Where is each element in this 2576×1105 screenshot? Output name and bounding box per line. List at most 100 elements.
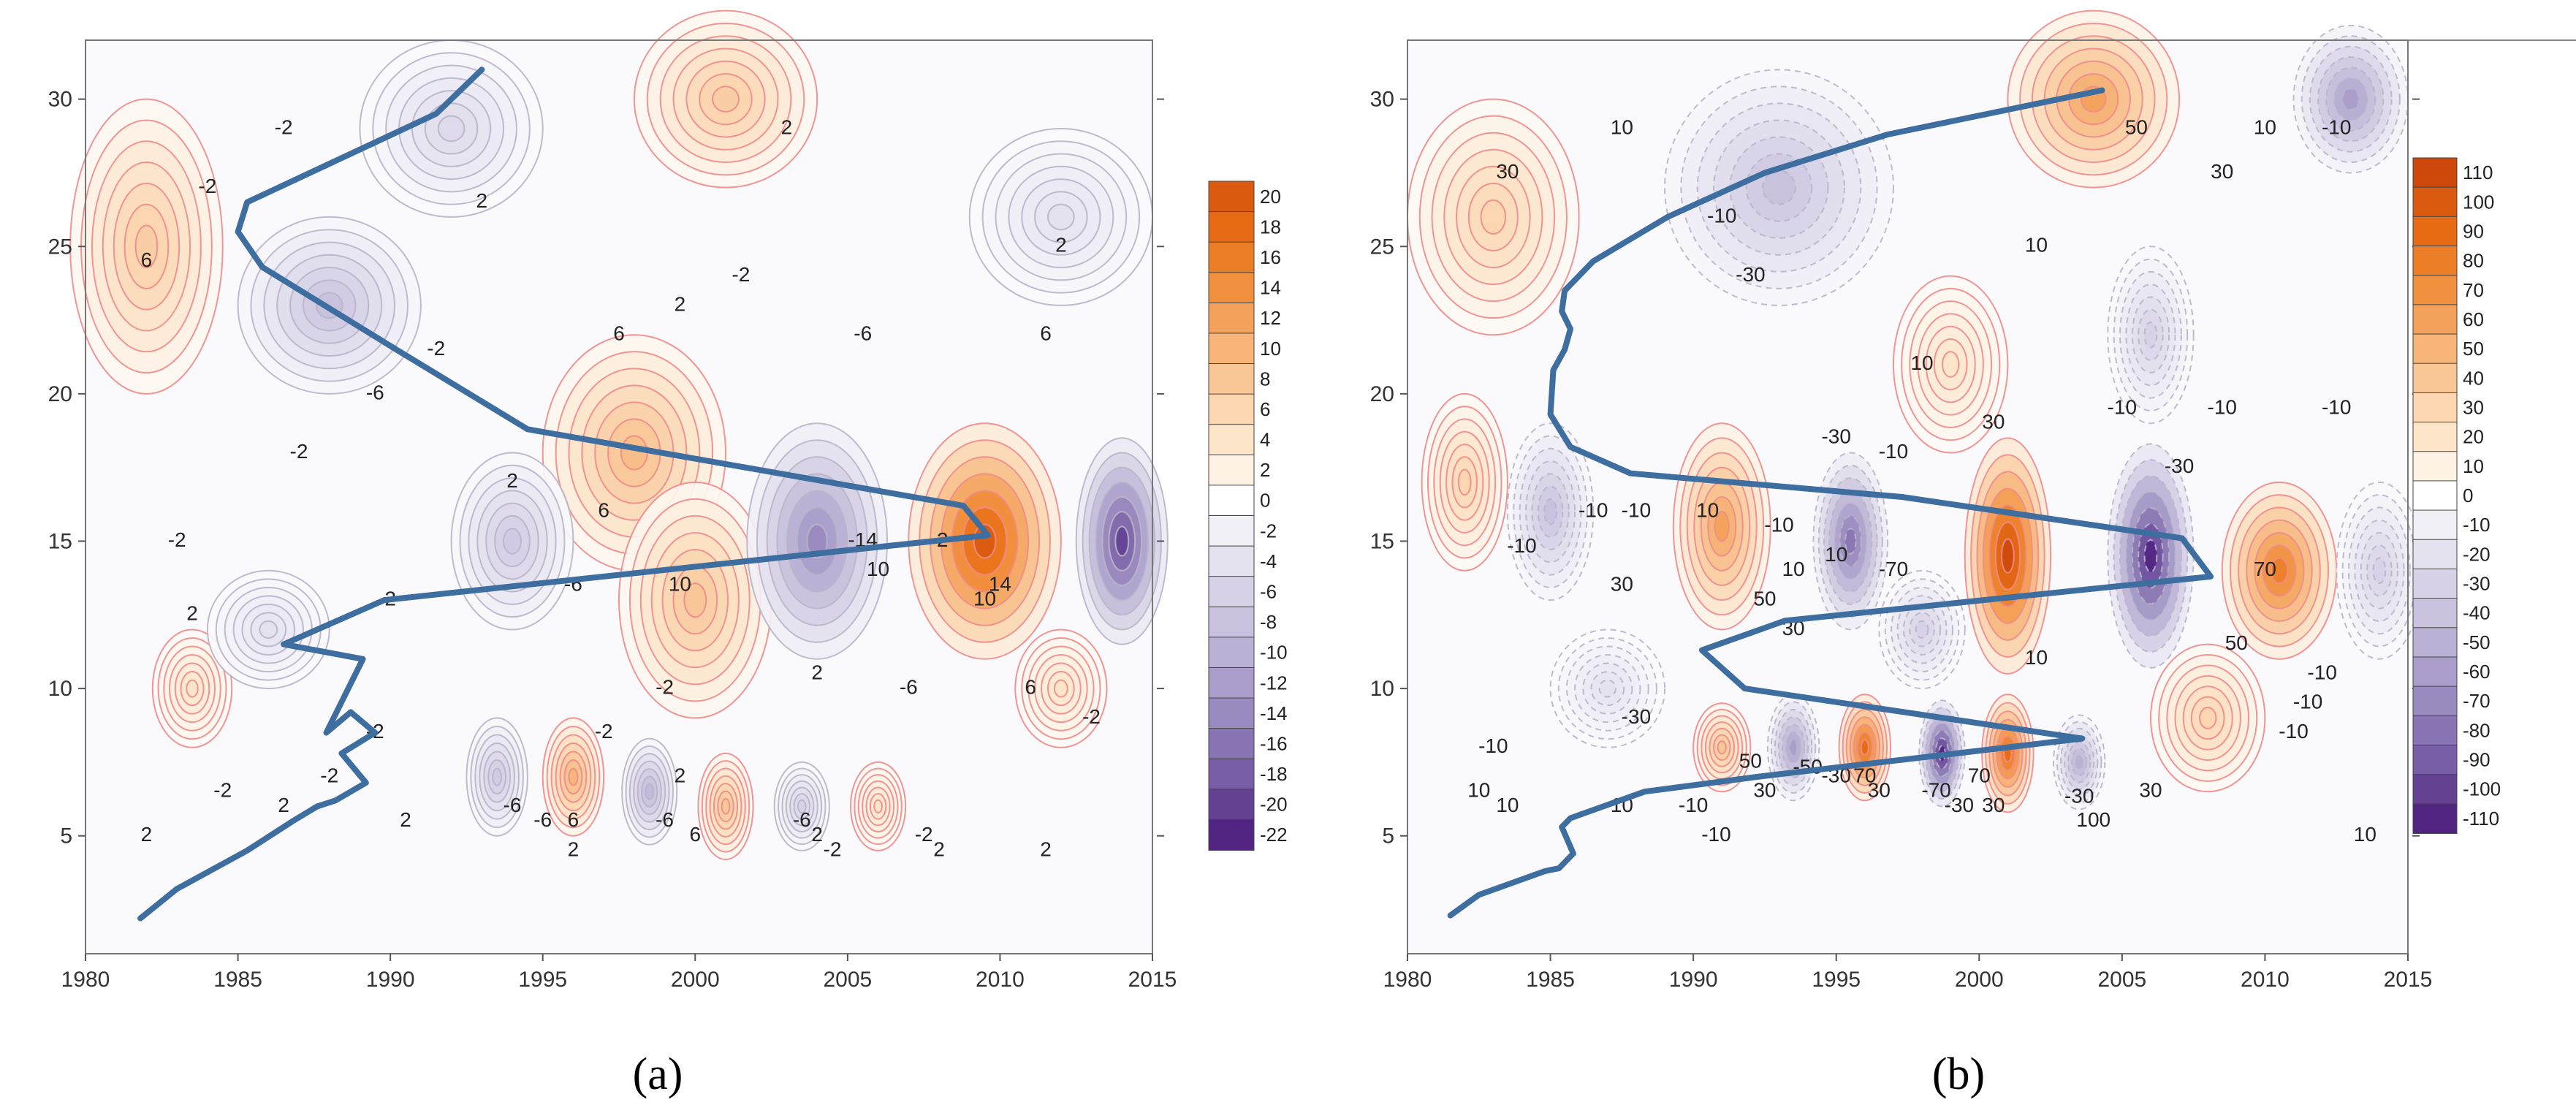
colorbar-label-20: -20 <box>1260 794 1288 816</box>
contour-blob-4-level-6 <box>683 582 707 618</box>
colorbar-swatch-5 <box>2412 304 2458 335</box>
contour-label-24: 10 <box>1825 543 1847 566</box>
colorbar-label-4: 70 <box>2463 279 2484 301</box>
contour-blob-18-level-6 <box>259 620 278 639</box>
contour-blob-7-level-6 <box>2001 538 2015 574</box>
contour-blob-20-level-6 <box>1598 679 1616 698</box>
colorbar-swatch-19 <box>1208 758 1255 790</box>
contour-blob-1-level-6 <box>437 115 466 143</box>
colorbar-label-11: -2 <box>1260 520 1277 542</box>
x-tick-label-1990: 1990 <box>366 968 415 992</box>
contour-label-12: 6 <box>1040 322 1052 345</box>
contour-label-25: 2 <box>186 602 198 625</box>
colorbar-swatch-21 <box>1208 819 1255 851</box>
plot-border <box>1407 39 2409 954</box>
contour-label-14: -30 <box>1821 425 1850 448</box>
x-tick-label-2015: 2015 <box>2384 968 2433 992</box>
contour-blob-12-level-6 <box>1789 739 1798 756</box>
contour-blob-17-level-6 <box>1717 740 1727 755</box>
contour-labels: 30 10 -10 -30 10 50 30 10 -10 10 30 -10 -10 -10 -30 -10… <box>1467 115 2376 846</box>
colorbar-label-15: -40 <box>2463 602 2490 624</box>
contour-label-37: 10 <box>1496 794 1519 816</box>
contour-label-0: 30 <box>1496 160 1519 183</box>
colorbar: 1101009080706050403020100-10-20-30-40-50… <box>2412 157 2501 834</box>
contour-label-9: 10 <box>1910 352 1933 374</box>
x-tick-label-2000: 2000 <box>1955 968 2004 992</box>
contour-blob-3-level-6 <box>620 435 648 471</box>
contour-label-10: 30 <box>1982 411 2005 433</box>
colorbar-swatch-5 <box>1208 333 1255 365</box>
contour-blob-16-level-6 <box>797 799 807 814</box>
colorbar-swatch-0 <box>2412 157 2458 189</box>
contour-blob-9-level-6 <box>2270 557 2289 585</box>
contour-label-20: 14 <box>989 572 1011 595</box>
contour-label-51: -30 <box>2064 785 2094 808</box>
colorbar-swatch-16 <box>2412 627 2458 658</box>
contour-blob-17-level-6 <box>873 799 883 814</box>
colorbar-label-18: -16 <box>1260 732 1288 754</box>
contour-label-28: 70 <box>2254 558 2276 580</box>
colorbar-swatch-6 <box>2412 333 2458 365</box>
contour-label-42: 30 <box>1753 779 1776 802</box>
contour-label-40: -6 <box>656 808 674 831</box>
contour-label-33: -2 <box>320 764 338 786</box>
colorbar-swatch-4 <box>2412 275 2458 305</box>
colorbar-swatch-14 <box>2412 568 2458 599</box>
colorbar-swatch-17 <box>1208 697 1255 729</box>
contour-label-0: -2 <box>198 175 216 197</box>
y-tick-label-20: 20 <box>48 382 72 406</box>
colorbar-label-6: 50 <box>2463 338 2484 360</box>
contour-label-5: 2 <box>1055 234 1067 257</box>
colorbar-swatch-7 <box>1208 393 1255 425</box>
contour-blob-1-level-6 <box>1762 170 1796 205</box>
colorbar-swatch-8 <box>1208 424 1255 456</box>
contour-label-37: -6 <box>504 794 522 816</box>
x-tick-label-1980: 1980 <box>1383 968 1432 992</box>
contour-blob-5-level-6 <box>806 523 828 559</box>
colorbar-swatch-1 <box>2412 186 2458 218</box>
contour-label-26: 2 <box>811 661 823 683</box>
colorbar-swatch-12 <box>1208 545 1255 577</box>
contour-label-1: -2 <box>275 115 293 138</box>
contour-blob-6-level-6 <box>973 523 997 559</box>
contour-label-14: -2 <box>168 528 186 551</box>
y-tick-label-25: 25 <box>1370 235 1394 259</box>
colorbar-label-15: -10 <box>1260 642 1288 664</box>
contour-label-19: 10 <box>867 558 889 580</box>
contour-label-31: -10 <box>2293 691 2322 713</box>
contour-label-22: -10 <box>1764 514 1793 536</box>
contour-field <box>1407 10 2423 813</box>
contour-blob-8-level-6 <box>2143 539 2158 573</box>
contour-label-21: 30 <box>1611 572 1633 595</box>
contour-label-23: 10 <box>669 572 691 595</box>
contour-label-50: 30 <box>1982 794 2005 816</box>
colorbar-swatch-3 <box>1208 272 1255 304</box>
colorbar-label-16: -50 <box>2463 631 2490 653</box>
contour-blob-19-level-6 <box>2199 707 2217 729</box>
colorbar-label-17: -60 <box>2463 661 2490 683</box>
colorbar-label-11: 0 <box>2463 485 2473 506</box>
colorbar-swatch-9 <box>2412 422 2458 452</box>
colorbar-swatch-4 <box>1208 302 1255 334</box>
contour-blob-11-level-6 <box>1457 468 1472 496</box>
contour-label-52: 100 <box>2076 808 2110 831</box>
contour-label-54: 10 <box>2354 823 2376 846</box>
y-tick-label-30: 30 <box>48 88 72 112</box>
colorbar-label-7: 40 <box>2463 367 2484 389</box>
colorbar-swatch-2 <box>2412 216 2458 247</box>
x-tick-label-2005: 2005 <box>2097 968 2146 992</box>
colorbar-swatch-18 <box>1208 728 1255 760</box>
contour-label-45: -2 <box>824 838 842 860</box>
contour-label-18: -10 <box>1622 499 1651 522</box>
plot-border <box>85 39 1153 954</box>
colorbar-swatch-15 <box>1208 637 1255 669</box>
contour-label-13: -10 <box>2322 395 2351 418</box>
colorbar-swatch-21 <box>2412 774 2458 805</box>
contour-label-20: -10 <box>1507 534 1536 557</box>
colorbar-swatch-8 <box>2412 392 2458 423</box>
panel-a: -2 -2 6 2 2 2 -2 -6 6 2 -2 -6 6 -2 -2 2 6 -14 -2 10 14 10 -6 10… <box>48 10 1288 1099</box>
contour-blob-8-level-6 <box>712 86 740 113</box>
colorbar-label-13: -20 <box>2463 543 2490 565</box>
